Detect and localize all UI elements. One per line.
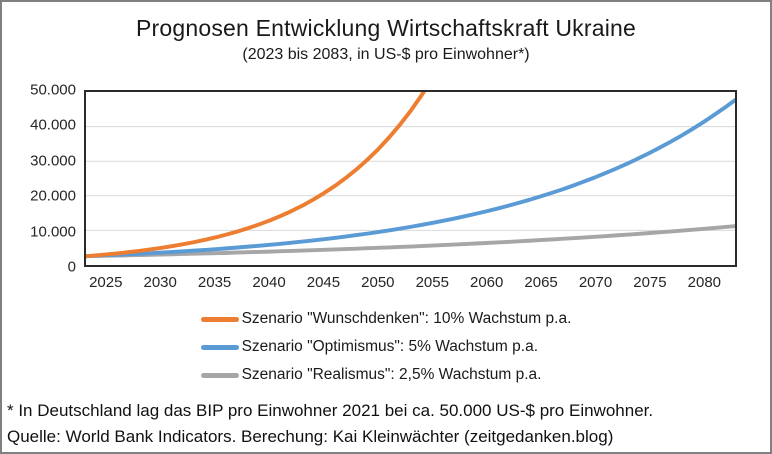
x-tick-label: 2045 xyxy=(306,274,341,291)
x-tick-label: 2025 xyxy=(89,274,123,291)
x-tick-label: 2030 xyxy=(143,274,177,291)
series-line-wunschdenken xyxy=(86,92,426,259)
x-axis: 2025 2030 2035 2040 2045 2050 2055 2060 … xyxy=(84,274,737,294)
y-tick-label: 50.000 xyxy=(30,81,76,99)
legend-line-swatch-gray xyxy=(200,372,239,378)
x-tick-label: 2075 xyxy=(633,274,667,291)
chart-title: Prognosen Entwicklung Wirtschaftskraft U… xyxy=(135,15,637,41)
y-axis: 50.000 40.000 30.000 20.000 10.000 0 xyxy=(2,82,76,276)
legend-line-swatch-orange xyxy=(200,316,239,322)
legend-item-realismus: Szenario "Realismus": 2,5% Wachstum p.a. xyxy=(200,366,572,384)
x-tick-label: 2080 xyxy=(687,274,722,291)
source-text: Quelle: World Bank Indicators. Berechung… xyxy=(7,427,614,446)
y-tick-label: 30.000 xyxy=(30,152,76,170)
footnote-text: * In Deutschland lag das BIP pro Einwohn… xyxy=(7,401,654,420)
y-tick-label: 20.000 xyxy=(30,187,76,205)
legend-label: Szenario "Realismus": 2,5% Wachstum p.a. xyxy=(241,366,542,383)
legend-box: Szenario "Wunschdenken": 10% Wachstum p.… xyxy=(200,310,572,384)
y-tick-label: 0 xyxy=(67,258,76,276)
x-tick-label: 2035 xyxy=(197,274,232,291)
x-tick-label: 2040 xyxy=(252,274,286,291)
y-tick-label: 40.000 xyxy=(30,116,76,134)
y-tick-label: 10.000 xyxy=(30,223,76,241)
notes-block: * In Deutschland lag das BIP pro Einwohn… xyxy=(7,398,765,450)
x-tick-label: 2070 xyxy=(578,274,613,291)
x-tick-label: 2060 xyxy=(469,274,504,291)
x-tick-label: 2055 xyxy=(415,274,449,291)
legend-item-optimismus: Szenario "Optimismus": 5% Wachstum p.a. xyxy=(200,338,572,356)
series-line-optimismus xyxy=(86,98,735,259)
series-line-realismus xyxy=(86,224,735,259)
chart-subtitle: (2023 bis 2083, in US-$ pro Einwohner*) xyxy=(242,46,530,63)
legend: Szenario "Wunschdenken": 10% Wachstum p.… xyxy=(2,310,770,384)
legend-line-swatch-blue xyxy=(200,344,239,350)
plot-svg xyxy=(86,92,735,259)
x-tick-label: 2050 xyxy=(361,274,395,291)
plot-area xyxy=(84,90,737,267)
legend-label: Szenario "Wunschdenken": 10% Wachstum p.… xyxy=(241,310,572,327)
legend-item-wunschdenken: Szenario "Wunschdenken": 10% Wachstum p.… xyxy=(200,310,572,328)
x-tick-label: 2065 xyxy=(524,274,558,291)
legend-label: Szenario "Optimismus": 5% Wachstum p.a. xyxy=(241,338,539,355)
